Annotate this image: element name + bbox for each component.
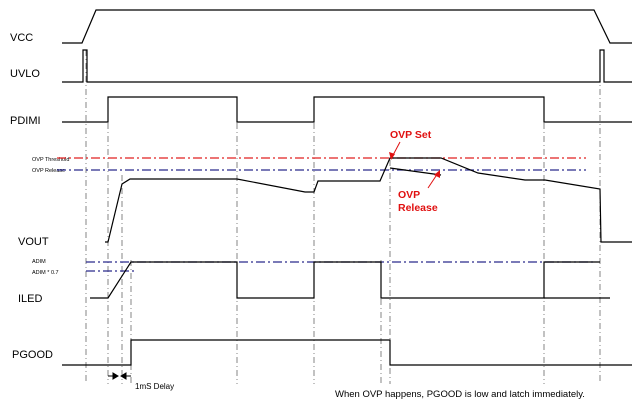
ovp-set-label: OVP Set	[390, 129, 432, 141]
iled-label: ILED	[18, 293, 43, 305]
delay-dimension	[108, 372, 131, 380]
ovp-set-arrowhead	[389, 152, 395, 160]
vout-label: VOUT	[18, 236, 49, 248]
ovp-release-label: OVP Release	[32, 168, 65, 174]
ovp-release-arrowhead	[434, 170, 440, 178]
iled-waveform	[90, 261, 600, 299]
ovp-threshold-label: OVP Threshold	[32, 157, 69, 163]
vcc-label: VCC	[10, 32, 33, 44]
adim-label: ADIM	[32, 259, 46, 265]
uvlo-label: UVLO	[10, 68, 40, 80]
uvlo-waveform	[62, 49, 632, 83]
ovp-release-line1: OVP	[398, 189, 420, 201]
adim-07-label: ADIM * 0.7	[32, 270, 59, 276]
pdimi-label: PDIMI	[10, 115, 41, 127]
ovp-release-line2: Release	[398, 202, 438, 214]
pgood-waveform	[62, 339, 632, 366]
delay-label: 1mS Delay	[135, 382, 174, 391]
guide-lines	[85, 50, 601, 384]
vout-waveform	[105, 157, 632, 243]
ovp-note: When OVP happens, PGOOD is low and latch…	[335, 389, 585, 400]
vcc-waveform	[62, 9, 632, 44]
ovp-release-ramp	[389, 167, 442, 176]
pdimi-waveform	[62, 96, 632, 123]
pgood-label: PGOOD	[12, 349, 53, 361]
